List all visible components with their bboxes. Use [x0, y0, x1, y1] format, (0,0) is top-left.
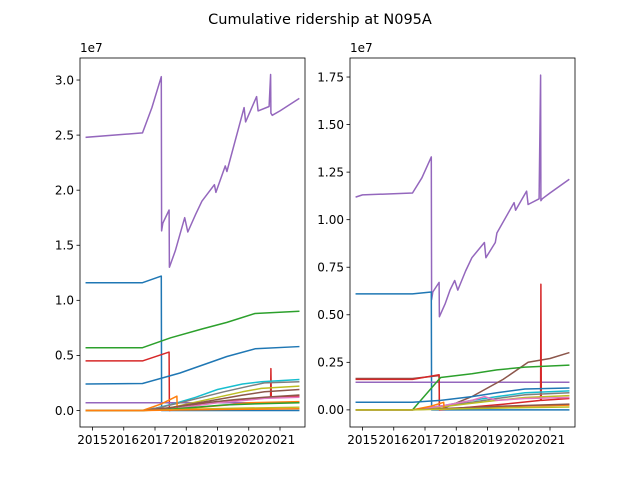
- x-tick-label: 2018: [441, 433, 472, 447]
- x-tick-label: 2015: [77, 433, 108, 447]
- x-tick-label: 2019: [472, 433, 503, 447]
- x-tick-label: 2018: [171, 433, 202, 447]
- series-line-2: [85, 310, 300, 349]
- x-tick-label: 2015: [347, 433, 378, 447]
- series-line-15: [85, 408, 300, 412]
- series-line-4: [85, 345, 300, 385]
- y-tick-label: 0.25: [317, 356, 344, 370]
- series-group: [355, 74, 570, 411]
- series-group: [85, 73, 300, 412]
- figure-title: Cumulative ridership at N095A: [208, 12, 432, 28]
- y-tick-label: 3.0: [55, 73, 74, 87]
- axes-frame: [79, 57, 306, 428]
- y-tick-label: 0.50: [317, 308, 344, 322]
- y-tick-label: 0.5: [55, 349, 74, 363]
- left-panel: 2015 2016 2017 2018 2019 2020 2021 0.0 0.5 1.0 1.5…: [55, 41, 306, 447]
- x-tick-label: 2019: [202, 433, 233, 447]
- y-offset-text: 1e7: [350, 41, 373, 55]
- right-panel: 2015 2016 2017 2018 2019 2020 2021 0.00 0.25 0.50…: [317, 41, 576, 447]
- series-line-0: [355, 74, 570, 318]
- y-tick-label: 2.5: [55, 128, 74, 142]
- y-tick-label: 1.50: [317, 118, 344, 132]
- y-tick-label: 1.00: [317, 213, 344, 227]
- series-line-1: [355, 291, 570, 411]
- y-tick-label: 0.00: [317, 403, 344, 417]
- y-offset-text: 1e7: [80, 41, 103, 55]
- series-line-4: [355, 283, 570, 411]
- x-tick-label: 2016: [378, 433, 409, 447]
- y-tick-label: 2.0: [55, 183, 74, 197]
- x-tick-label: 2020: [503, 433, 534, 447]
- y-tick-label: 1.25: [317, 165, 344, 179]
- y-tick-label: 0.0: [55, 404, 74, 418]
- series-line-0: [85, 73, 300, 269]
- axes-frame: [349, 57, 576, 428]
- x-tick-label: 2017: [410, 433, 441, 447]
- series-line-6: [355, 387, 570, 404]
- series-line-13: [355, 406, 570, 411]
- y-tick-label: 0.75: [317, 261, 344, 275]
- y-tick-label: 1.0: [55, 294, 74, 308]
- x-tick-label: 2021: [535, 433, 566, 447]
- series-line-1: [85, 275, 300, 412]
- x-tick-label: 2020: [233, 433, 264, 447]
- y-tick-label: 1.5: [55, 239, 74, 253]
- x-tick-label: 2016: [108, 433, 139, 447]
- x-tick-label: 2017: [140, 433, 171, 447]
- y-tick-label: 1.75: [317, 70, 344, 84]
- x-tick-label: 2021: [265, 433, 296, 447]
